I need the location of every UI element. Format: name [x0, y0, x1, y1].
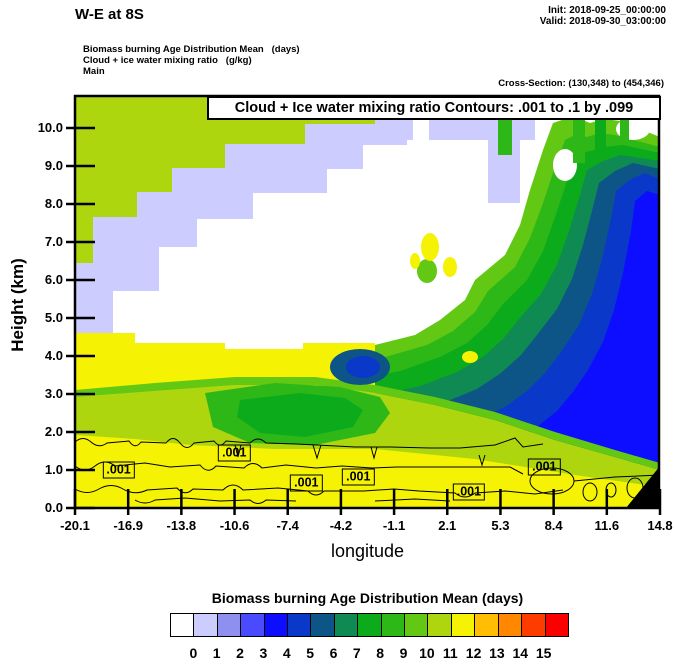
colorbar-title: Biomass burning Age Distribution Mean (d… [211, 590, 524, 606]
x-tick-label: 5.3 [491, 518, 510, 533]
colorbar-tick-label: 14 [512, 645, 529, 661]
y-tick-label: 2.0 [44, 424, 63, 439]
colorbar-tick-label: 7 [352, 645, 361, 661]
contour-value-label: .001 [290, 474, 323, 492]
colorbar-tick-label: 10 [419, 645, 435, 661]
colorbar-cell [405, 614, 429, 636]
colorbar-tick-label: 6 [329, 645, 338, 661]
colorbar-cell [241, 614, 265, 636]
colorbar-cell [522, 614, 546, 636]
colorbar-tick-label: 1 [212, 645, 221, 661]
colorbar-cell [381, 614, 406, 636]
contour-value-label: .001 [342, 468, 375, 486]
x-axis-label: longitude [330, 541, 405, 561]
contour-field-canvas [66, 94, 662, 515]
colorbar-tick-label: 4 [282, 645, 291, 661]
subtitle-domain: Main [83, 66, 105, 77]
y-tick-label: 10.0 [37, 120, 63, 135]
colorbar-tick-label: 15 [535, 645, 552, 661]
colorbar-tick-label: 11 [442, 645, 458, 661]
field-green-streak [595, 119, 606, 151]
colorbar-cell [194, 614, 218, 636]
field-yellow-spot [462, 351, 478, 363]
field-green-blob-core [237, 393, 363, 437]
x-tick-label: -4.2 [329, 518, 353, 533]
y-tick-label: 8.0 [44, 196, 63, 211]
contour-value-label: .001 [528, 458, 561, 476]
colorbar-tick-label: 3 [259, 645, 268, 661]
y-tick-label: 7.0 [44, 234, 63, 249]
field-white-gap [413, 119, 429, 140]
x-tick-label: 8.4 [544, 518, 563, 533]
x-tick-label: 14.8 [647, 518, 673, 533]
contour-value-label: .001 [218, 444, 251, 462]
colorbar-cell [545, 614, 568, 636]
field-yellow-spot [443, 257, 457, 277]
colorbar-tick-label: 0 [189, 645, 198, 661]
colorbar-tick-label: 9 [399, 645, 408, 661]
init-timestamp: Init: 2018-09-25_00:00:00 [548, 5, 666, 16]
colorbar-cell [428, 614, 452, 636]
cross-section-plot [66, 94, 662, 515]
colorbar-cell [358, 614, 382, 636]
colorbar-cell [451, 614, 476, 636]
x-tick-label: -7.4 [276, 518, 299, 533]
field-yellow-spot [410, 253, 420, 269]
page-title: W-E at 8S [75, 6, 144, 23]
field-white-patch-midleft [225, 297, 303, 349]
colorbar-tick-label: 8 [376, 645, 385, 661]
y-tick-label: 3.0 [44, 386, 63, 401]
field-green-streak [573, 119, 585, 163]
y-tick-label: 9.0 [44, 158, 63, 173]
x-tick-label: -1.1 [382, 518, 406, 533]
field-band-age10-low [75, 377, 660, 470]
y-tick-label: 1.0 [44, 462, 63, 477]
subtitle-contour-variable: Cloud + ice water mixing ratio (g/kg) [83, 55, 252, 66]
colorbar-cell [288, 614, 312, 636]
subtitle-fill-variable: Biomass burning Age Distribution Mean (d… [83, 44, 300, 55]
colorbar-cell [311, 614, 335, 636]
colorbar-cell [498, 614, 523, 636]
y-tick-label: 4.0 [44, 348, 63, 363]
colorbar [170, 613, 569, 637]
field-blue-core-age3 [465, 191, 660, 508]
mixing-ratio-contours [74, 437, 661, 504]
contour-value-label: .001 [452, 483, 486, 501]
field-darkblue-blob [346, 356, 380, 378]
colorbar-cell [217, 614, 242, 636]
axis-ticks [66, 126, 662, 515]
colorbar-cell [264, 614, 289, 636]
valid-timestamp: Valid: 2018-09-30_03:00:00 [539, 16, 666, 27]
y-tick-label: 0.0 [44, 500, 63, 515]
field-front-green-fringe [417, 259, 437, 283]
x-tick-label: -10.6 [219, 518, 250, 533]
x-tick-label: -16.9 [113, 518, 143, 533]
field-yellow-spot [421, 233, 439, 261]
field-green-streak [620, 119, 629, 141]
x-tick-label: -20.1 [60, 518, 90, 533]
y-tick-label: 6.0 [44, 272, 63, 287]
terrain-mask [626, 466, 660, 508]
colorbar-cell [334, 614, 359, 636]
colorbar-cell [171, 614, 195, 636]
y-tick-label: 5.0 [44, 310, 63, 325]
x-tick-label: 2.1 [438, 518, 457, 533]
contour-value-label: .001 [102, 461, 135, 479]
x-tick-label: -13.8 [166, 518, 197, 533]
colorbar-tick-label: 13 [489, 645, 505, 661]
colorbar-tick-label: 2 [236, 645, 244, 661]
colorbar-tick-label: 5 [306, 645, 315, 661]
x-tick-label: 11.6 [594, 518, 620, 533]
field-white-notch [553, 149, 577, 181]
colorbar-tick-label: 12 [465, 645, 482, 661]
field-topleft-yellowgreen [75, 95, 375, 263]
cross-section-info: Cross-Section: (130,348) to (454,346) [498, 78, 664, 89]
contour-info-box: Cloud + Ice water mixing ratio Contours:… [207, 96, 661, 120]
colorbar-cell [475, 614, 499, 636]
